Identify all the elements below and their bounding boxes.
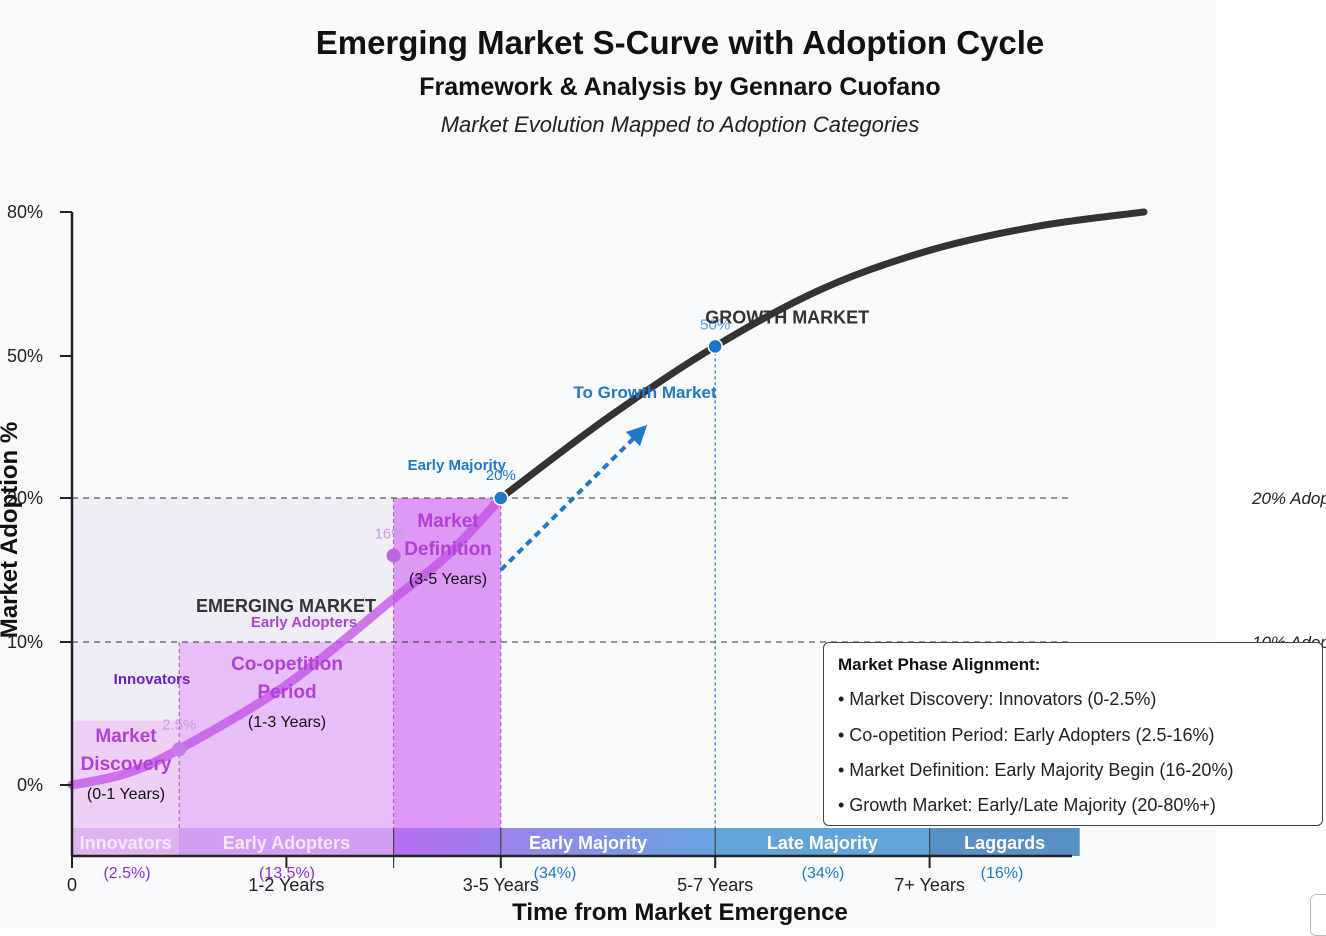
milestone-caption-3: Early Majority — [408, 457, 507, 474]
growth-curve — [497, 208, 1148, 502]
y-axis-title: Market Adoption % — [0, 422, 23, 638]
milestone-value-4: 50% — [700, 316, 730, 333]
legend-title: Market Phase Alignment: — [838, 655, 1041, 674]
milestone-point-1 — [172, 742, 187, 757]
legend-item-definition: • Market Definition: Early Majority Begi… — [838, 760, 1234, 780]
phase-name-1-line1: Market — [95, 726, 157, 747]
growth-arrow — [499, 424, 648, 572]
adoption-share-5: (16%) — [981, 865, 1024, 882]
legend-item-coopetition: • Co-opetition Period: Early Adopters (2… — [838, 725, 1215, 745]
y-tick-label-1: 0% — [17, 775, 43, 795]
adoption-segment-2 — [179, 828, 394, 856]
x-tick-label-4: 5-7 Years — [677, 875, 753, 895]
adoption-share-3: (34%) — [534, 865, 577, 882]
adoption-segment-1 — [72, 828, 180, 856]
adoption-segment-4 — [715, 828, 930, 856]
adoption-segment-label-5: Laggards — [964, 833, 1045, 853]
phase-years-2: (1-3 Years) — [248, 714, 326, 731]
adoption-segment-label-2: Early Adopters — [223, 833, 350, 853]
x-tick-label-3: 3-5 Years — [463, 875, 539, 895]
phase-years-1: (0-1 Years) — [87, 786, 165, 803]
y-tick-label-5: 80% — [7, 202, 43, 222]
milestone-caption-4: GROWTH MARKET — [705, 307, 869, 327]
adoption-share-1: (2.5%) — [103, 865, 150, 882]
chart-title: Emerging Market S-Curve with Adoption Cy… — [315, 24, 1045, 61]
phase-box-3 — [393, 498, 501, 856]
x-axis-title: Time from Market Emergence — [512, 899, 848, 926]
emerging-curve — [67, 493, 506, 790]
y-tick-label-2: 10% — [7, 632, 43, 652]
legend-item-discovery: • Market Discovery: Innovators (0-2.5%) — [838, 689, 1157, 709]
y-tick-label-4: 50% — [7, 346, 43, 366]
arrow-label: To Growth Market — [573, 383, 717, 402]
adoption-segment-3 — [393, 828, 716, 856]
phase-box-2 — [179, 642, 394, 856]
milestone-value-1: 2.5% — [162, 716, 196, 733]
adoption-segment-5 — [929, 828, 1080, 856]
milestone-point-4 — [707, 338, 723, 355]
adoption-segment-label-4: Late Majority — [767, 833, 878, 853]
adoption-share-2: (13.5%) — [259, 865, 315, 882]
emerging-market-label: EMERGING MARKET — [196, 596, 376, 616]
milestone-point-3 — [493, 490, 509, 506]
legend-item-growth: • Growth Market: Early/Late Majority (20… — [838, 795, 1216, 815]
x-tick-label-1: 0 — [67, 875, 77, 895]
adoption-segment-label-3: Early Majority — [529, 833, 647, 853]
x-tick-label-5: 7+ Years — [894, 875, 965, 895]
x-tick-label-2: 1-2 Years — [248, 875, 324, 895]
chart-subtitle: Framework & Analysis by Gennaro Cuofano — [419, 73, 941, 101]
reference-line-label-20: 20% Adoption — [1251, 489, 1326, 508]
corner-widget — [1310, 894, 1326, 936]
adoption-share-4: (34%) — [802, 865, 845, 882]
phase-name-3-line2: Definition — [404, 539, 492, 560]
milestone-point-2 — [386, 548, 401, 563]
milestone-value-3: 20% — [486, 467, 516, 484]
phase-years-3: (3-5 Years) — [409, 571, 487, 588]
phase-name-2-line1: Co-opetition — [231, 654, 343, 675]
early-adopters-annotation: Early Adopters — [251, 614, 357, 631]
innovators-annotation: Innovators — [114, 671, 191, 688]
milestone-value-2: 16% — [375, 526, 405, 543]
phase-name-1-line2: Discovery — [81, 754, 172, 775]
market-phase-legend: Market Phase Alignment: • Market Discove… — [823, 642, 1323, 826]
phase-box-1 — [72, 720, 180, 856]
y-tick-label-3: 20% — [7, 488, 43, 508]
phase-name-3-line1: Market — [417, 511, 479, 532]
phase-name-2-line2: Period — [257, 682, 316, 703]
chart-subtitle-italic: Market Evolution Mapped to Adoption Cate… — [440, 112, 920, 137]
adoption-segment-label-1: Innovators — [80, 833, 172, 853]
